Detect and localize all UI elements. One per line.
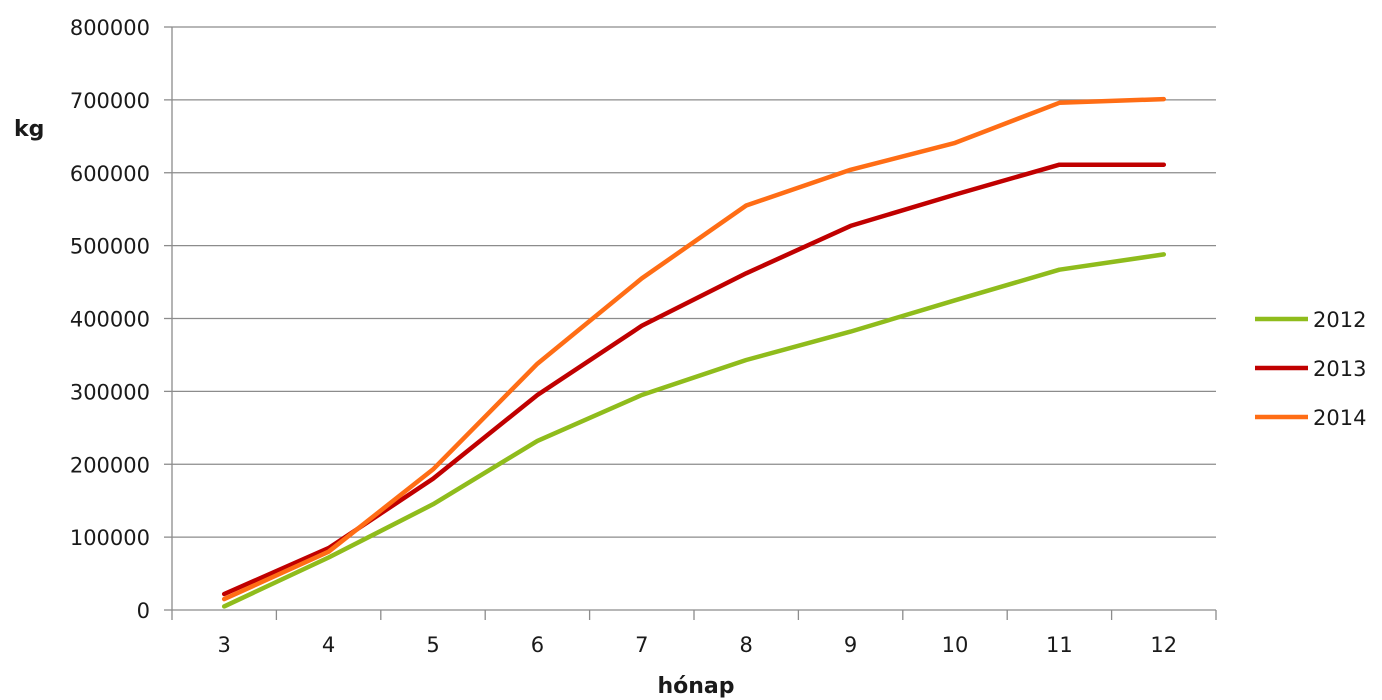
legend-label-2012: 2012	[1313, 308, 1366, 332]
series-line-2012	[221, 252, 1167, 609]
y-tick-label: 0	[137, 599, 150, 623]
y-tick-label: 300000	[70, 380, 150, 404]
y-tick-label: 700000	[70, 89, 150, 113]
x-axis-ticks: 3 4 5 6 7 8 9 10 11 12	[171, 610, 1217, 657]
x-tick-label: 5	[426, 633, 439, 657]
y-axis-title: kg	[14, 117, 44, 142]
x-tick-label: 6	[531, 633, 544, 657]
x-tick-label: 3	[218, 633, 231, 657]
y-axis-ticks: 0 100000 200000 300000 400000 500000 600000 700…	[70, 16, 172, 623]
x-tick-label: 8	[740, 633, 753, 657]
y-tick-label: 500000	[70, 235, 150, 259]
x-tick-label: 4	[322, 633, 335, 657]
x-axis-title: hónap	[657, 674, 734, 699]
series-line-2014	[221, 96, 1167, 602]
gridlines	[172, 26, 1216, 538]
y-tick-label: 200000	[70, 453, 150, 477]
y-tick-label: 100000	[70, 526, 150, 550]
series-line-2013	[221, 162, 1167, 597]
y-tick-label: 400000	[70, 308, 150, 332]
legend: 2012 2013 2014	[1255, 308, 1366, 430]
x-tick-label: 10	[942, 633, 969, 657]
y-tick-label: 600000	[70, 162, 150, 186]
x-tick-label: 7	[635, 633, 648, 657]
legend-label-2013: 2013	[1313, 357, 1366, 381]
x-tick-label: 11	[1046, 633, 1073, 657]
x-tick-label: 12	[1150, 633, 1177, 657]
legend-label-2014: 2014	[1313, 406, 1366, 430]
series-lines	[221, 96, 1167, 609]
y-tick-label: 800000	[70, 16, 150, 40]
x-tick-label: 9	[844, 633, 857, 657]
